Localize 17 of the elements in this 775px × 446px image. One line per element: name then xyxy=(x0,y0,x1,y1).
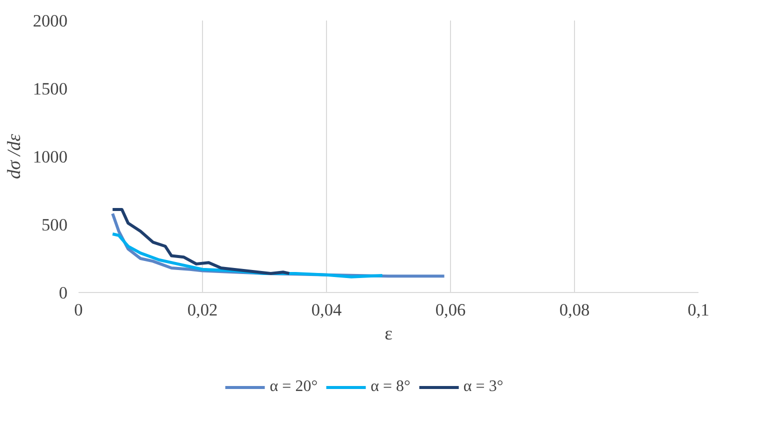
legend-label: α = 3° xyxy=(463,378,504,396)
x-axis-title: ε xyxy=(384,324,393,344)
line-series xyxy=(111,208,291,275)
x-tick-label: 0,1 xyxy=(688,300,710,320)
legend-label: α = 8° xyxy=(370,378,410,396)
legend-label: α = 20° xyxy=(270,378,318,396)
y-axis-title: dσ /dε xyxy=(4,133,25,180)
y-tick-label: 2000 xyxy=(32,12,68,30)
x-tick-label: 0,04 xyxy=(311,300,342,320)
x-tick-label: 0,06 xyxy=(435,300,466,320)
y-tick-label: 1500 xyxy=(32,80,68,98)
x-tick-label: 0,02 xyxy=(187,300,218,320)
x-tick-label: 0,08 xyxy=(559,300,590,320)
y-tick-label: 500 xyxy=(42,216,68,234)
y-tick-label: 0 xyxy=(58,284,68,302)
x-tick-label: 0 xyxy=(74,300,83,320)
y-tick-label: 1000 xyxy=(32,148,68,166)
